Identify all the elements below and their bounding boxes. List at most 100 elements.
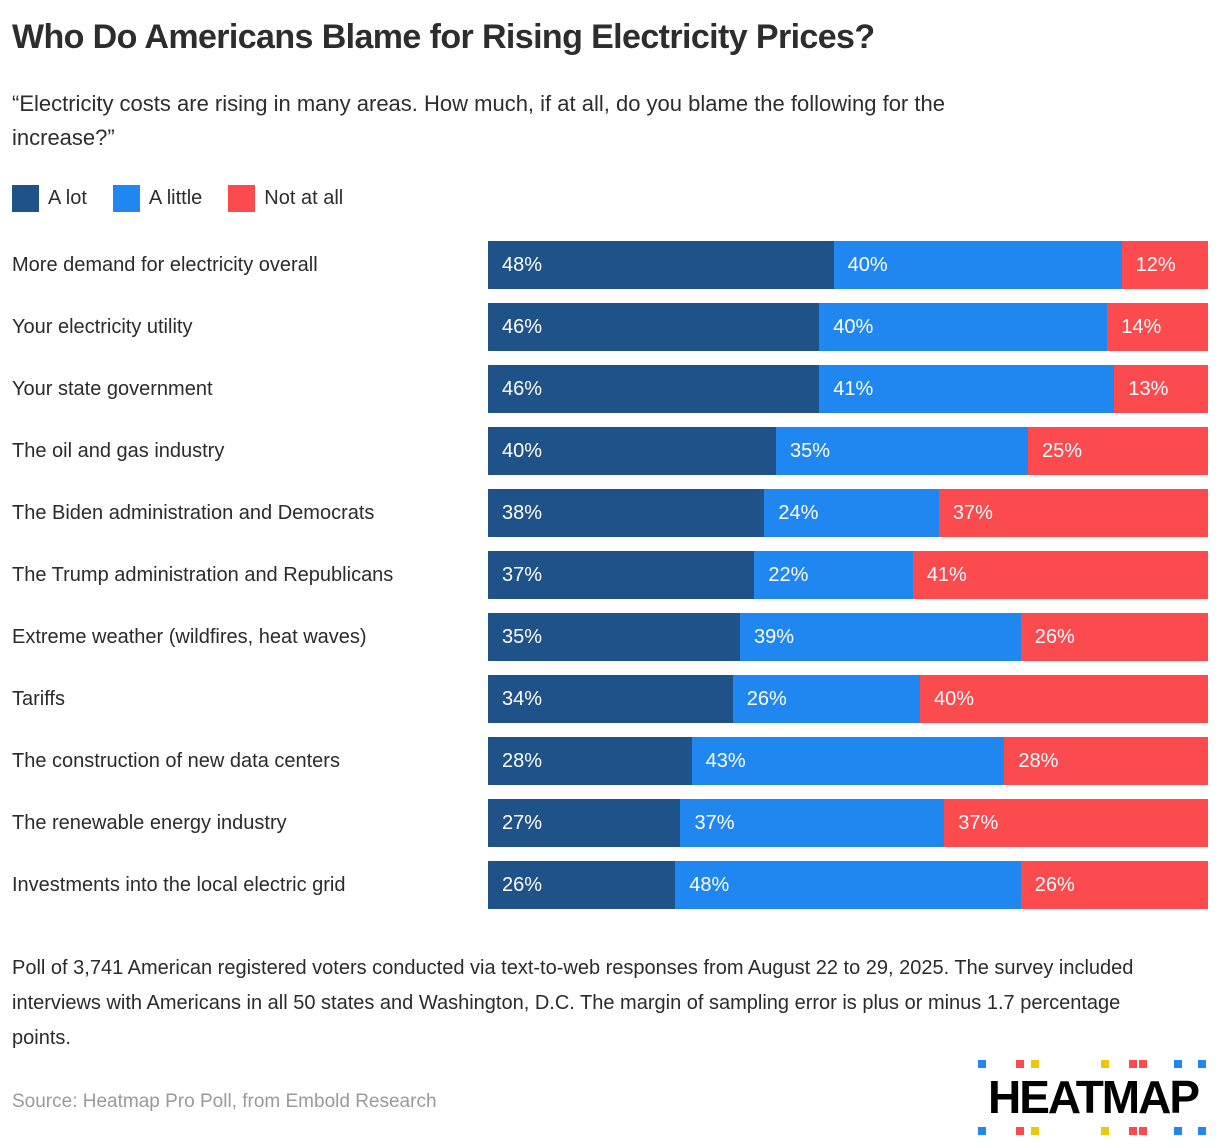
chart-row: Your state government 46% 41% 13% — [12, 365, 1208, 413]
stacked-bar-chart: More demand for electricity overall 48% 40… — [12, 241, 1209, 909]
logo-dot — [1031, 1127, 1039, 1135]
category-label: Tariffs — [12, 687, 65, 710]
logo-dot — [1174, 1060, 1182, 1068]
chart-row: The oil and gas industry 40% 35% 25% — [12, 427, 1208, 475]
category-label: More demand for electricity overall — [12, 253, 318, 276]
bar-segment-a-little: 26% — [732, 675, 920, 723]
logo-dot — [1139, 1127, 1147, 1135]
bar-value-label: 25% — [1042, 439, 1083, 462]
logo-dot — [1016, 1127, 1024, 1135]
logo-wordmark: HEATMAP — [987, 1071, 1200, 1123]
bar-value-label: 26% — [502, 873, 543, 896]
bar-value-label: 48% — [689, 873, 730, 896]
bar-value-label: 38% — [502, 501, 543, 524]
category-label: The construction of new data centers — [12, 749, 340, 772]
bar-value-label: 34% — [502, 687, 543, 710]
bar-segment-a-lot: 34% — [488, 675, 733, 723]
stacked-bar: 40% 35% 25% — [488, 427, 1208, 475]
category-label: The oil and gas industry — [12, 439, 225, 462]
bar-segment-a-little: 39% — [740, 613, 1021, 661]
bar-value-label: 13% — [1128, 377, 1169, 400]
logo-dot — [1174, 1127, 1182, 1135]
logo-dot — [1101, 1060, 1109, 1068]
bar-value-label: 28% — [1018, 749, 1059, 772]
bar-segment-not-at-all: 25% — [1028, 427, 1208, 475]
chart-row: The Biden administration and Democrats 38… — [12, 489, 1208, 537]
bar-value-label: 26% — [1034, 625, 1075, 648]
bar-value-label: 40% — [847, 253, 888, 276]
legend-item-not-at-all: Not at all — [228, 185, 343, 212]
bar-value-label: 40% — [502, 439, 543, 462]
footer: Source: Heatmap Pro Poll, from Embold Re… — [12, 1060, 1208, 1135]
chart-row: The renewable energy industry 27% 37% 37% — [12, 799, 1208, 847]
bar-value-label: 37% — [952, 501, 993, 524]
chart-row: More demand for electricity overall 48% 40… — [12, 241, 1208, 289]
chart-subtitle: “Electricity costs are rising in many ar… — [12, 91, 945, 150]
chart-title: Who Do Americans Blame for Rising Electr… — [12, 18, 875, 56]
bar-segment-a-little: 43% — [691, 737, 1005, 785]
legend-swatch — [12, 185, 39, 212]
source-text: Source: Heatmap Pro Poll, from Embold Re… — [12, 1091, 437, 1112]
bar-value-label: 40% — [934, 687, 975, 710]
legend-label: A little — [148, 187, 203, 209]
stacked-bar: 35% 39% 26% — [488, 613, 1208, 661]
logo-dot — [1198, 1060, 1206, 1068]
bar-segment-not-at-all: 13% — [1114, 365, 1208, 413]
bar-value-label: 27% — [502, 811, 543, 834]
legend-label: A lot — [48, 187, 87, 209]
bar-segment-a-lot: 26% — [488, 861, 676, 909]
legend: A lot A little Not at all — [12, 185, 1208, 212]
bar-value-label: 37% — [694, 811, 735, 834]
bar-value-label: 39% — [754, 625, 795, 648]
logo-dot — [1129, 1127, 1137, 1135]
logo-dot — [1031, 1060, 1039, 1068]
bar-value-label: 37% — [958, 811, 999, 834]
heatmap-logo: HEATMAP — [978, 1060, 1208, 1135]
bar-segment-a-lot: 27% — [488, 799, 681, 847]
chart-row: Your electricity utility 46% 40% 14% — [12, 303, 1208, 351]
bar-value-label: 43% — [705, 749, 746, 772]
category-label: The Trump administration and Republicans — [12, 563, 394, 586]
bar-segment-a-lot: 46% — [488, 365, 820, 413]
legend-item-a-lot: A lot — [12, 185, 87, 212]
bar-segment-a-lot: 38% — [488, 489, 765, 537]
stacked-bar: 38% 24% 37% — [488, 489, 1208, 537]
logo-dot — [978, 1127, 986, 1135]
stacked-bar: 26% 48% 26% — [488, 861, 1208, 909]
methodology-note: Poll of 3,741 American registered voters… — [12, 957, 1134, 1049]
category-label: Investments into the local electric grid — [12, 873, 346, 896]
bar-segment-a-lot: 35% — [488, 613, 740, 661]
bar-segment-a-lot: 37% — [488, 551, 755, 599]
bar-segment-a-little: 22% — [754, 551, 913, 599]
logo-dots-bottom — [978, 1127, 1208, 1135]
stacked-bar: 27% 37% 37% — [488, 799, 1208, 847]
stacked-bar: 37% 22% 41% — [488, 551, 1209, 599]
bar-value-label: 46% — [502, 377, 543, 400]
category-label: Your state government — [12, 377, 213, 400]
category-label: Extreme weather (wildfires, heat waves) — [12, 625, 367, 648]
bar-value-label: 22% — [768, 563, 809, 586]
bar-segment-a-little: 35% — [776, 427, 1028, 475]
stacked-bar: 48% 40% 12% — [488, 241, 1208, 289]
bar-segment-a-little: 48% — [675, 861, 1021, 909]
bar-segment-a-lot: 40% — [488, 427, 776, 475]
bar-value-label: 26% — [1034, 873, 1075, 896]
bar-segment-not-at-all: 41% — [912, 551, 1209, 599]
bar-segment-not-at-all: 14% — [1107, 303, 1208, 351]
bar-value-label: 41% — [926, 563, 967, 586]
bar-segment-a-little: 40% — [833, 241, 1122, 289]
logo-dot — [1129, 1060, 1137, 1068]
chart-row: Tariffs 34% 26% 40% — [12, 675, 1208, 723]
bar-value-label: 37% — [502, 563, 543, 586]
logo-dot — [1198, 1127, 1206, 1135]
legend-item-a-little: A little — [112, 185, 203, 212]
bar-segment-a-little: 24% — [764, 489, 939, 537]
chart-row: The Trump administration and Republicans… — [12, 551, 1209, 599]
bar-segment-not-at-all: 37% — [944, 799, 1208, 847]
bar-segment-not-at-all: 40% — [920, 675, 1208, 723]
bar-value-label: 26% — [746, 687, 787, 710]
bar-value-label: 48% — [502, 253, 543, 276]
bar-segment-not-at-all: 26% — [1020, 861, 1208, 909]
chart-row: The construction of new data centers 28% 4… — [12, 737, 1209, 785]
